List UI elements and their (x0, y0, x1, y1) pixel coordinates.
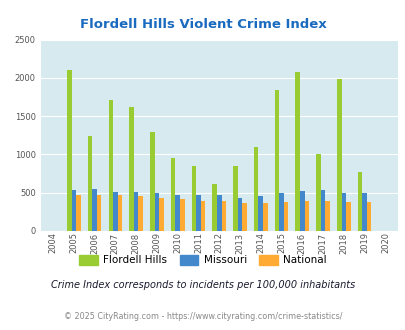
Bar (196, 195, 200, 231)
Bar (150, 132, 154, 231)
Bar (320, 190, 324, 231)
Bar (159, 198, 163, 231)
Bar (237, 198, 242, 231)
Bar (262, 203, 267, 231)
Bar (336, 79, 341, 231)
Bar (366, 202, 371, 231)
Bar (212, 184, 216, 231)
Bar (129, 107, 134, 231)
Bar (113, 192, 117, 231)
Bar (71, 190, 76, 231)
Bar (232, 166, 237, 231)
Bar (242, 203, 246, 231)
Bar (258, 196, 262, 231)
Bar (295, 72, 299, 231)
Text: © 2025 CityRating.com - https://www.cityrating.com/crime-statistics/: © 2025 CityRating.com - https://www.city… (64, 312, 341, 321)
Bar (200, 201, 205, 231)
Bar (216, 195, 221, 231)
Bar (108, 100, 113, 231)
Bar (341, 193, 345, 231)
Bar (179, 199, 184, 231)
Bar (315, 154, 320, 231)
Bar (67, 70, 71, 231)
Legend: Flordell Hills, Missouri, National: Flordell Hills, Missouri, National (75, 251, 330, 270)
Bar (357, 172, 362, 231)
Bar (283, 202, 288, 231)
Bar (279, 193, 283, 231)
Bar (175, 195, 179, 231)
Bar (138, 196, 143, 231)
Bar (253, 147, 258, 231)
Text: Crime Index corresponds to incidents per 100,000 inhabitants: Crime Index corresponds to incidents per… (51, 280, 354, 290)
Bar (324, 201, 329, 231)
Bar (97, 195, 101, 231)
Bar (154, 193, 159, 231)
Bar (345, 202, 350, 231)
Bar (171, 157, 175, 231)
Bar (92, 189, 97, 231)
Text: Flordell Hills Violent Crime Index: Flordell Hills Violent Crime Index (79, 18, 326, 31)
Bar (304, 201, 309, 231)
Bar (134, 192, 138, 231)
Bar (221, 201, 226, 231)
Bar (299, 191, 304, 231)
Bar (362, 193, 366, 231)
Bar (274, 90, 279, 231)
Bar (191, 166, 196, 231)
Bar (76, 195, 81, 231)
Bar (117, 195, 122, 231)
Bar (87, 136, 92, 231)
